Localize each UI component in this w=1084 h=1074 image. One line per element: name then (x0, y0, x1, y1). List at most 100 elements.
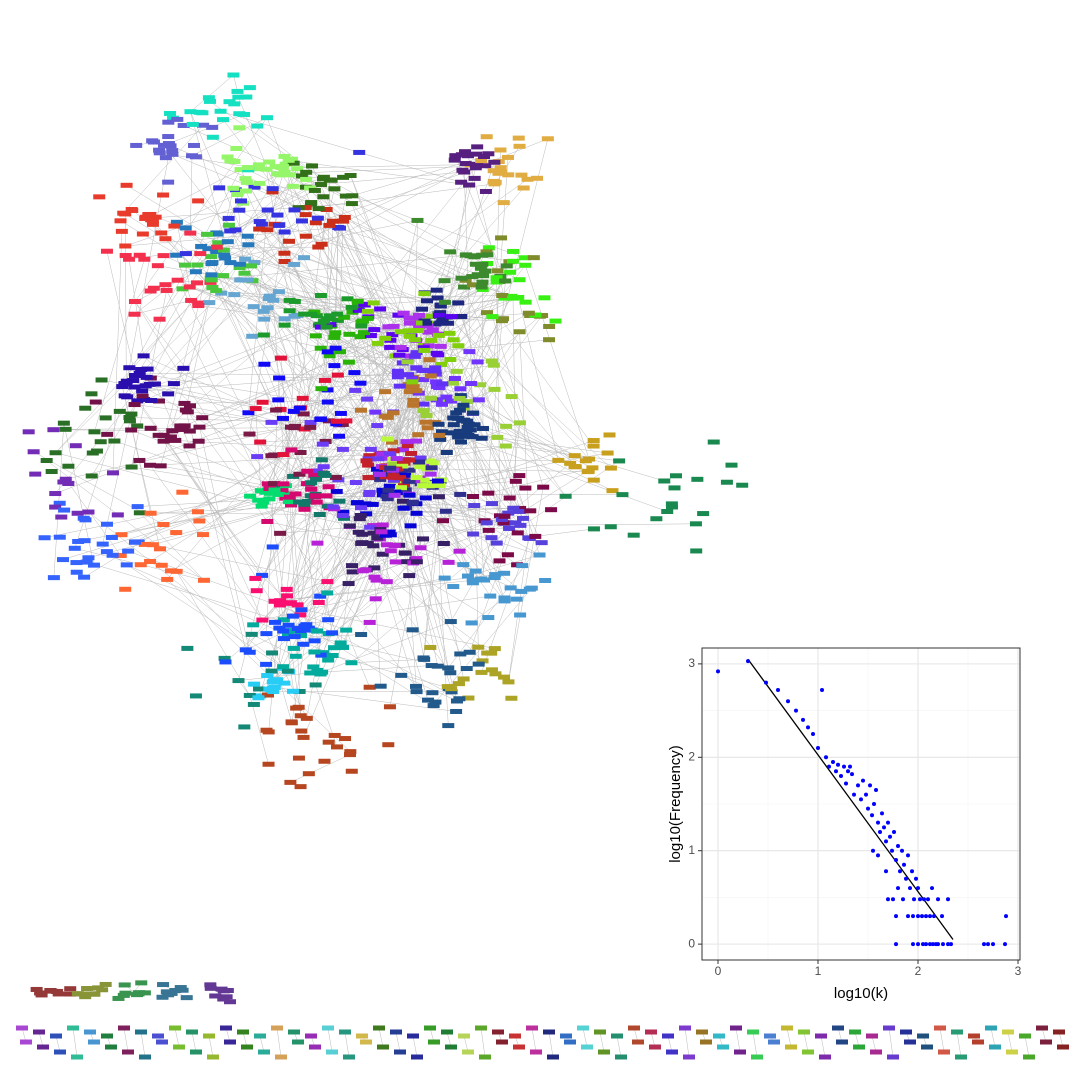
network-node (683, 1055, 695, 1060)
network-node (267, 186, 279, 191)
network-node (588, 526, 600, 531)
network-node (320, 473, 332, 478)
network-node (116, 384, 128, 389)
network-node (144, 559, 156, 564)
network-node (499, 598, 511, 603)
network-node (301, 469, 313, 474)
network-edge (177, 571, 250, 695)
point (888, 835, 892, 839)
network-edge (209, 1036, 213, 1057)
network-edge (73, 1028, 77, 1057)
x-axis-title: log10(k) (834, 985, 888, 1002)
network-node (388, 410, 400, 415)
network-node (363, 492, 375, 497)
y-tick-label: 2 (688, 749, 695, 763)
network-node (441, 1030, 453, 1035)
network-node (379, 336, 391, 341)
network-node (451, 369, 463, 374)
network-node (362, 309, 374, 314)
network-node (29, 472, 41, 477)
network-node (407, 1034, 419, 1039)
network-edge (583, 1028, 587, 1047)
network-node (258, 1050, 270, 1055)
network-node (449, 158, 461, 163)
network-node (219, 659, 231, 664)
network-node (16, 1026, 28, 1031)
point (910, 869, 914, 873)
network-node (309, 1045, 321, 1050)
network-node (281, 593, 293, 598)
network-node (394, 1050, 406, 1055)
network-node (172, 278, 184, 283)
network-node (713, 1034, 725, 1039)
network-edge (277, 1028, 281, 1057)
network-node (577, 1026, 589, 1031)
point (856, 783, 860, 787)
x-tick-label: 2 (915, 964, 922, 978)
network-node (261, 728, 273, 733)
network-node (333, 499, 345, 504)
network-node (519, 486, 531, 491)
network-node (444, 670, 456, 675)
network-node (55, 515, 67, 520)
network-node (433, 433, 445, 438)
network-node (247, 622, 259, 627)
network-edge (142, 364, 264, 391)
network-node (433, 422, 445, 427)
network-node (934, 1026, 946, 1031)
network-node (121, 562, 133, 567)
network-node (388, 324, 400, 329)
network-node (93, 194, 105, 199)
network-node (523, 311, 535, 316)
network-edge (535, 529, 594, 537)
network-node (418, 291, 430, 296)
network-node (424, 645, 436, 650)
network-node (439, 300, 451, 305)
network-node (425, 396, 437, 401)
network-node (445, 1045, 457, 1050)
network-node (129, 540, 141, 545)
network-node (340, 628, 352, 633)
network-node (311, 541, 323, 546)
network-node (349, 388, 361, 393)
network-edge (167, 426, 295, 579)
point (906, 853, 910, 857)
network-node (298, 507, 310, 512)
network-node (447, 381, 459, 386)
network-node (224, 228, 236, 233)
network-node (442, 665, 454, 670)
network-node (155, 230, 167, 235)
network-node (209, 993, 221, 998)
network-node (410, 684, 422, 689)
network-node (394, 384, 406, 389)
network-node (435, 344, 447, 349)
network-node (210, 288, 222, 293)
network-edge (549, 1032, 553, 1057)
network-node (516, 563, 528, 568)
network-node (444, 331, 456, 336)
network-node (244, 85, 256, 90)
point (844, 781, 848, 785)
network-node (384, 704, 396, 709)
network-node (137, 232, 149, 237)
network-node (502, 679, 514, 684)
network-node (381, 579, 393, 584)
network-node (112, 512, 124, 517)
network-node (335, 640, 347, 645)
network-node (402, 372, 414, 377)
network-node (492, 1030, 504, 1035)
network-node (114, 409, 126, 414)
network-node (444, 357, 456, 362)
network-node (375, 684, 387, 689)
network-node (537, 485, 549, 490)
point (894, 914, 898, 918)
network-node (402, 359, 414, 364)
point (876, 821, 880, 825)
network-node (282, 669, 294, 674)
network-node (411, 1055, 423, 1060)
network-node (457, 562, 469, 567)
network-node (159, 282, 171, 287)
network-node (358, 330, 370, 335)
network-node (768, 1040, 780, 1045)
network-node (279, 323, 291, 328)
